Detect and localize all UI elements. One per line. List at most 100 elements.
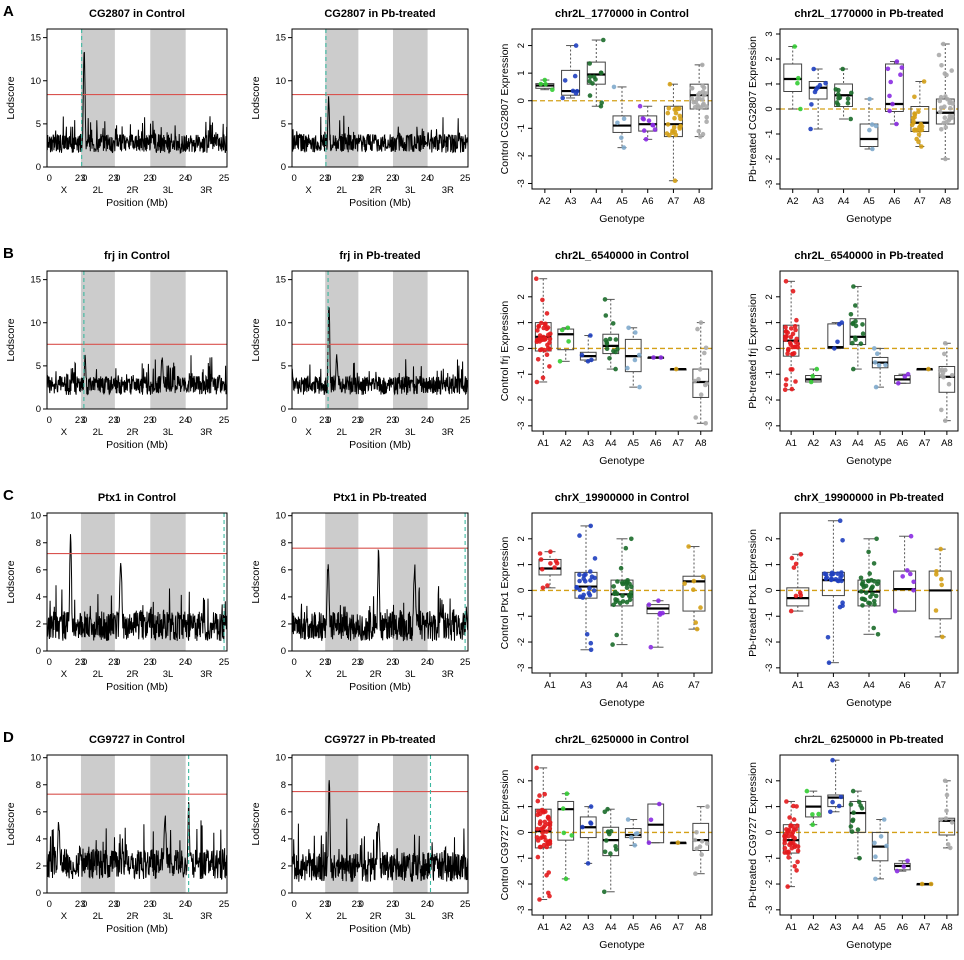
y-tick-label: 1 xyxy=(764,81,775,86)
data-point xyxy=(875,632,881,637)
data-point xyxy=(588,804,594,809)
x-axis-label: Genotype xyxy=(846,697,892,709)
y-tick-label: 15 xyxy=(30,33,41,44)
data-point xyxy=(871,625,876,631)
x-tick-label: A5 xyxy=(863,196,875,207)
box-iqr xyxy=(783,63,803,92)
y-tick-label: 0 xyxy=(516,830,527,835)
data-point xyxy=(625,365,630,371)
x-tick-label: 24 xyxy=(179,899,190,910)
data-point xyxy=(870,146,875,152)
data-point xyxy=(693,415,698,420)
data-point xyxy=(560,95,565,101)
data-point xyxy=(911,588,916,593)
y-tick-label: 1 xyxy=(764,562,775,567)
data-point xyxy=(650,122,655,128)
data-point xyxy=(589,357,594,363)
panel-letter-b: B xyxy=(3,245,14,262)
chromosome-label: 3R xyxy=(442,427,454,438)
x-tick-label: 23 xyxy=(352,415,363,426)
data-point xyxy=(546,816,552,822)
data-point xyxy=(648,644,654,650)
x-tick-label: 0 xyxy=(394,899,399,910)
data-point xyxy=(942,104,947,109)
x-tick-label: A7 xyxy=(672,438,684,449)
y-tick-label: 10 xyxy=(275,753,286,764)
y-tick-label: -3 xyxy=(764,664,775,672)
data-point xyxy=(939,576,944,582)
x-tick-label: 0 xyxy=(187,657,192,668)
data-point xyxy=(823,80,828,86)
y-tick-label: 0 xyxy=(281,162,286,173)
y-tick-label: -3 xyxy=(516,906,527,914)
y-tick-label: -2 xyxy=(516,638,527,646)
data-point xyxy=(613,366,618,372)
y-tick-label: -2 xyxy=(516,880,527,888)
data-point xyxy=(624,585,630,590)
x-tick-label: A8 xyxy=(695,922,707,933)
data-point xyxy=(703,345,709,351)
data-point xyxy=(559,327,565,333)
x-tick-label: 0 xyxy=(326,657,331,668)
data-point xyxy=(916,132,922,137)
y-tick-label: -2 xyxy=(764,155,775,163)
x-axis-label: Genotype xyxy=(599,213,645,225)
plot-frame xyxy=(531,512,713,674)
data-point xyxy=(693,871,698,876)
x-tick-label: 0 xyxy=(115,899,120,910)
data-point xyxy=(860,322,865,327)
plot-title: frj in Control xyxy=(104,250,170,262)
chromosome-label: X xyxy=(61,427,68,438)
data-point xyxy=(940,634,945,640)
data-point xyxy=(602,297,608,302)
data-point xyxy=(860,331,866,337)
data-point xyxy=(607,336,613,342)
chromosome-label: 3L xyxy=(163,669,174,680)
y-axis-label: Lodscore xyxy=(250,76,262,119)
lod-trace xyxy=(291,307,469,396)
data-point xyxy=(947,116,952,122)
box-iqr xyxy=(786,587,810,607)
data-point xyxy=(547,336,553,342)
data-point xyxy=(823,576,829,581)
y-tick-label: 10 xyxy=(30,511,41,522)
data-point xyxy=(626,325,631,331)
x-tick-label: A2 xyxy=(808,922,820,933)
data-point xyxy=(814,366,820,372)
data-point xyxy=(692,378,698,384)
chromosome-label: 3L xyxy=(405,427,416,438)
data-point xyxy=(592,556,598,561)
x-tick-label: 24 xyxy=(421,415,432,426)
box-iqr xyxy=(612,115,632,133)
data-point xyxy=(646,840,652,845)
x-tick-label: 0 xyxy=(292,173,297,184)
data-point xyxy=(794,823,800,828)
y-tick-label: 2 xyxy=(764,294,775,299)
data-point xyxy=(948,845,953,851)
data-point xyxy=(632,843,637,848)
y-tick-label: 2 xyxy=(516,294,527,299)
x-tick-label: 25 xyxy=(460,899,471,910)
data-point xyxy=(942,341,948,346)
chromosome-label: X xyxy=(305,185,312,196)
x-tick-label: 0 xyxy=(47,415,52,426)
data-point xyxy=(588,578,593,583)
y-tick-label: -1 xyxy=(764,854,775,862)
box-plot-14: chr2L_6250000 in Control A1 A2 A3 A4 A5 A6 A7 A8… xyxy=(499,734,713,951)
data-point xyxy=(859,805,865,811)
data-point xyxy=(696,376,701,382)
x-tick-label: 23 xyxy=(144,173,155,184)
data-point xyxy=(608,851,613,856)
x-tick-label: A2 xyxy=(539,196,551,207)
x-tick-label: 0 xyxy=(394,657,399,668)
data-point xyxy=(829,570,835,576)
data-point xyxy=(921,79,927,84)
data-point xyxy=(869,122,875,127)
x-tick-label: A2 xyxy=(787,196,799,207)
data-point xyxy=(873,854,878,859)
y-tick-label: -3 xyxy=(516,422,527,430)
y-tick-label: -3 xyxy=(516,179,527,187)
data-point xyxy=(535,798,541,804)
